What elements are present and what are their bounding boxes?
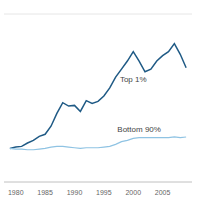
svg-text:Bottom 90%: Bottom 90% <box>117 125 161 134</box>
svg-text:1980: 1980 <box>8 189 24 196</box>
svg-text:2000: 2000 <box>125 189 141 196</box>
svg-text:2005: 2005 <box>155 189 171 196</box>
svg-text:1995: 1995 <box>96 189 112 196</box>
svg-text:Top 1%: Top 1% <box>120 75 147 84</box>
svg-text:1990: 1990 <box>67 189 83 196</box>
svg-text:1985: 1985 <box>37 189 53 196</box>
